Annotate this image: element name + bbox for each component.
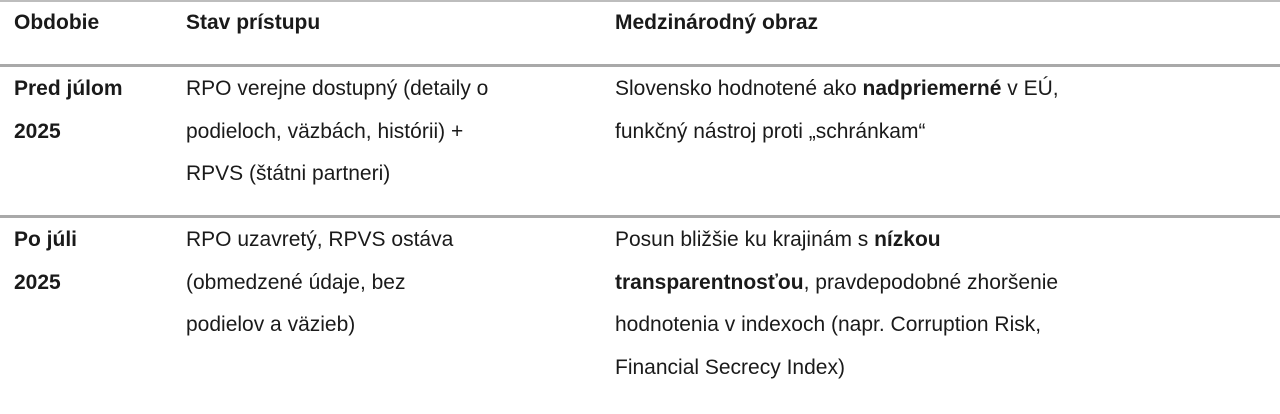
text: RPO uzavretý, RPVS ostáva	[186, 228, 454, 251]
text: Financial Secrecy Index)	[615, 355, 845, 379]
bold-text: nízkou	[874, 228, 941, 251]
cell-line: hodnotenia v indexoch (napr. Corruption …	[615, 304, 1058, 347]
row-divider	[0, 215, 1280, 218]
text: Posun bližšie ku krajinám s	[615, 228, 875, 251]
header-divider	[0, 64, 1280, 67]
cell-line: Slovensko hodnotené ako nadpriemerné v E…	[615, 68, 1059, 111]
cell-line: Po júli	[14, 219, 77, 262]
bold-text: nadpriemerné	[862, 77, 1002, 100]
text: , pravdepodobné zhoršenie	[803, 270, 1059, 294]
text: RPVS (štátni partneri)	[186, 162, 391, 185]
text: Slovensko hodnotené ako	[615, 77, 863, 100]
header-obdobie: Obdobie	[14, 11, 100, 34]
cell-line: Pred júlom	[14, 68, 123, 111]
cell-line: 2025	[14, 111, 123, 154]
cell-line: RPVS (štátni partneri)	[186, 153, 488, 196]
text: (obmedzené údaje, bez	[186, 270, 406, 294]
cell-access-status: RPO verejne dostupný (detaily o podieloch…	[186, 68, 488, 196]
text: podieloch, väzbách, histórii) +	[186, 119, 464, 143]
bold-text: Po júli	[14, 228, 77, 251]
text: v EÚ,	[1001, 77, 1059, 100]
cell-international-image: Slovensko hodnotené ako nadpriemerné v E…	[615, 68, 1059, 153]
cell-line: podielov a väzieb)	[186, 304, 453, 347]
cell-line: funkčný nástroj proti „schránkam“	[615, 111, 1059, 154]
table-top-border	[0, 0, 1280, 2]
bold-text: transparentnosťou	[615, 270, 804, 294]
cell-line: Posun bližšie ku krajinám s nízkou	[615, 219, 1058, 262]
bold-text: 2025	[14, 270, 61, 294]
bold-text: Pred júlom	[14, 77, 123, 100]
cell-period: Pred júlom 2025	[14, 68, 123, 153]
text: RPO verejne dostupný (detaily o	[186, 77, 489, 100]
cell-line: RPO uzavretý, RPVS ostáva	[186, 219, 453, 262]
cell-line: podieloch, väzbách, histórii) +	[186, 111, 488, 154]
header-stav-pristupu: Stav prístupu	[186, 11, 321, 34]
cell-access-status: RPO uzavretý, RPVS ostáva (obmedzené údaj…	[186, 219, 453, 347]
cell-line: Financial Secrecy Index)	[615, 347, 1058, 390]
cell-line: 2025	[14, 262, 77, 305]
text: funkčný nástroj proti „schránkam“	[615, 119, 926, 143]
header-medzinarodny-obraz: Medzinárodný obraz	[615, 11, 819, 34]
cell-line: RPO verejne dostupný (detaily o	[186, 68, 488, 111]
cell-line: transparentnosťou, pravdepodobné zhoršen…	[615, 262, 1058, 305]
text: podielov a väzieb)	[186, 313, 356, 336]
cell-period: Po júli 2025	[14, 219, 77, 304]
cell-line: (obmedzené údaje, bez	[186, 262, 453, 305]
bold-text: 2025	[14, 119, 61, 143]
text: hodnotenia v indexoch (napr. Corruption …	[615, 313, 1042, 336]
cell-international-image: Posun bližšie ku krajinám s nízkou transp…	[615, 219, 1058, 389]
